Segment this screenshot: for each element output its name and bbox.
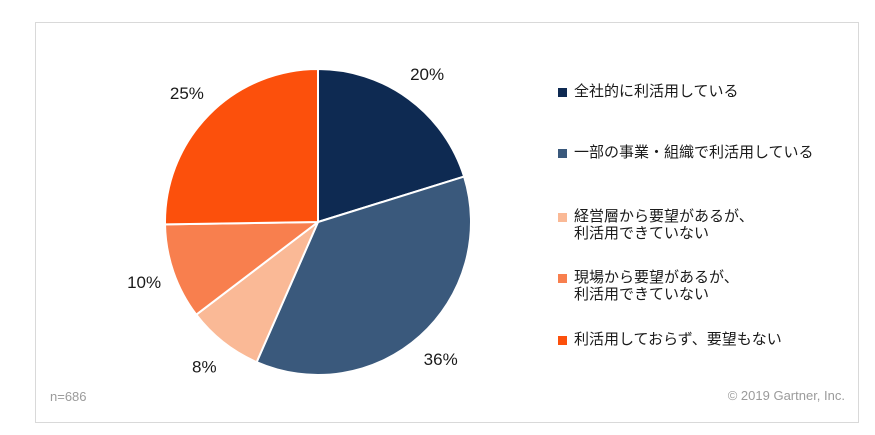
legend-label: 経営層から要望があるが、 利活用できていない xyxy=(574,208,754,242)
pie-data-label: 20% xyxy=(410,65,444,84)
pie-slice xyxy=(164,68,319,226)
chart-legend: 全社的に利活用している一部の事業・組織で利活用している経営層から要望があるが、 … xyxy=(558,0,848,435)
legend-item: 経営層から要望があるが、 利活用できていない xyxy=(558,208,754,242)
legend-item: 一部の事業・組織で利活用している xyxy=(558,144,814,161)
legend-item: 全社的に利活用している xyxy=(558,83,739,100)
legend-swatch-icon xyxy=(558,149,567,158)
legend-label: 利活用しておらず、要望もない xyxy=(574,331,782,348)
legend-swatch-icon xyxy=(558,213,567,222)
legend-label: 全社的に利活用している xyxy=(574,83,739,100)
pie-data-label: 36% xyxy=(424,350,458,369)
pie-data-label: 25% xyxy=(170,84,204,103)
legend-item: 現場から要望があるが、 利活用できていない xyxy=(558,269,739,303)
pie-slice xyxy=(164,221,319,316)
legend-label: 現場から要望があるが、 利活用できていない xyxy=(574,269,739,303)
legend-item: 利活用しておらず、要望もない xyxy=(558,331,782,348)
sample-size-note: n=686 xyxy=(50,389,87,404)
legend-swatch-icon xyxy=(558,336,567,345)
pie-data-label: 8% xyxy=(192,358,217,377)
legend-swatch-icon xyxy=(558,274,567,283)
legend-swatch-icon xyxy=(558,88,567,97)
legend-label: 一部の事業・組織で利活用している xyxy=(574,144,814,161)
pie-data-label: 10% xyxy=(127,273,161,292)
copyright-note: © 2019 Gartner, Inc. xyxy=(727,388,845,403)
pie-slice xyxy=(317,68,466,223)
pie-slice xyxy=(255,175,472,376)
